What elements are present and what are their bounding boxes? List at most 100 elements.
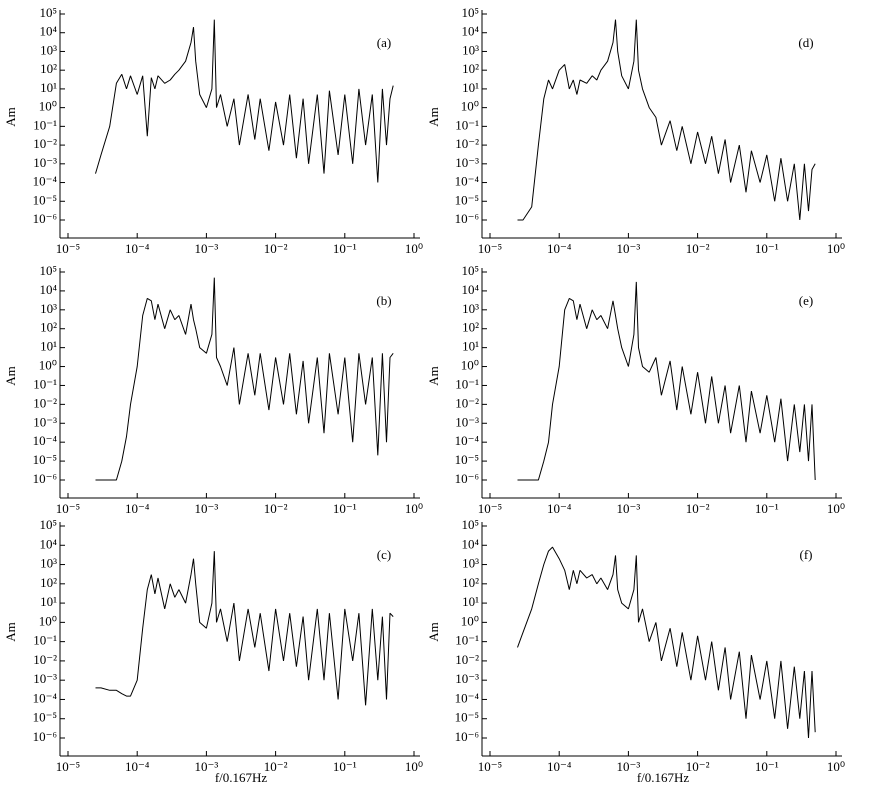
x-tick-label: 10⁻³ xyxy=(617,241,641,256)
y-tick-label: 10⁻² xyxy=(455,652,479,667)
y-tick-label: 10⁻² xyxy=(33,395,57,410)
x-tick-label: 10⁻¹ xyxy=(333,501,357,516)
y-tick-label: 10⁻¹ xyxy=(33,633,57,648)
y-tick-label: 10⁻¹ xyxy=(455,376,479,391)
x-tick-label: 10⁻³ xyxy=(617,501,641,516)
y-tick-label: 10⁻⁶ xyxy=(455,211,479,226)
x-tick-label: 10⁻² xyxy=(686,501,710,516)
y-axis-label: Am xyxy=(426,366,441,386)
x-tick-label: 10⁻⁴ xyxy=(125,759,150,774)
x-tick-label: 10⁻² xyxy=(264,501,288,516)
spectrum-line xyxy=(95,277,394,481)
y-tick-label: 10³ xyxy=(462,556,479,571)
spectrum-line xyxy=(95,19,394,183)
y-tick-label: 10⁻¹ xyxy=(33,117,57,132)
x-tick-label: 10⁻⁴ xyxy=(547,241,572,256)
y-tick-label: 10⁰ xyxy=(39,613,57,628)
panel-label: (f) xyxy=(800,547,813,562)
x-tick-label: 10⁻³ xyxy=(617,759,641,774)
y-axis-label: Am xyxy=(3,366,18,386)
y-tick-label: 10³ xyxy=(40,42,57,57)
y-tick-label: 10⁰ xyxy=(39,358,57,373)
y-tick-label: 10¹ xyxy=(462,80,479,95)
y-axis-label: Am xyxy=(3,107,18,127)
x-tick-label: 10⁻⁵ xyxy=(56,501,80,516)
x-tick-label: 10⁰ xyxy=(827,759,845,774)
x-tick-label: 10⁻¹ xyxy=(755,501,779,516)
y-tick-label: 10⁻³ xyxy=(33,671,57,686)
y-tick-label: 10² xyxy=(462,320,479,335)
x-tick-label: 10⁻² xyxy=(264,241,288,256)
x-tick-label: 10⁻¹ xyxy=(333,241,357,256)
y-tick-label: 10¹ xyxy=(462,339,479,354)
y-tick-label: 10⁻¹ xyxy=(33,376,57,391)
y-tick-label: 10⁵ xyxy=(39,517,57,532)
y-tick-label: 10⁻⁴ xyxy=(33,690,58,705)
y-tick-label: 10⁻⁴ xyxy=(33,433,58,448)
x-tick-label: 10⁰ xyxy=(405,501,423,516)
y-tick-label: 10⁰ xyxy=(461,613,479,628)
x-tick-label: 10⁻⁴ xyxy=(125,501,150,516)
y-tick-label: 10¹ xyxy=(40,80,57,95)
x-tick-label: 10⁻¹ xyxy=(755,241,779,256)
spectrum-line xyxy=(517,546,816,739)
y-tick-label: 10⁻⁴ xyxy=(33,174,58,189)
x-tick-label: 10⁻¹ xyxy=(333,759,357,774)
x-tick-label: 10⁻³ xyxy=(195,501,219,516)
spectrum-line xyxy=(517,281,816,481)
y-tick-label: 10³ xyxy=(40,301,57,316)
y-tick-label: 10⁻¹ xyxy=(455,633,479,648)
panel-label: (e) xyxy=(799,293,813,308)
y-tick-label: 10⁻⁵ xyxy=(33,192,57,207)
y-tick-label: 10⁻⁴ xyxy=(455,174,480,189)
y-tick-label: 10⁻³ xyxy=(455,671,479,686)
y-tick-label: 10⁴ xyxy=(461,536,479,551)
y-tick-label: 10⁻⁶ xyxy=(33,729,57,744)
x-tick-label: 10⁰ xyxy=(405,759,423,774)
x-axis-label: f/0.167Hz xyxy=(215,770,268,785)
x-tick-label: 10⁻⁴ xyxy=(547,501,572,516)
x-tick-label: 10⁰ xyxy=(827,241,845,256)
y-tick-label: 10⁻³ xyxy=(455,155,479,170)
y-tick-label: 10¹ xyxy=(40,594,57,609)
y-tick-label: 10⁻² xyxy=(455,136,479,151)
y-tick-label: 10⁵ xyxy=(461,5,479,20)
y-tick-label: 10⁴ xyxy=(461,282,479,297)
x-tick-label: 10⁻² xyxy=(264,759,288,774)
y-tick-label: 10⁵ xyxy=(39,5,57,20)
y-tick-label: 10² xyxy=(462,575,479,590)
y-tick-label: 10³ xyxy=(40,556,57,571)
y-tick-label: 10⁻³ xyxy=(33,155,57,170)
x-tick-label: 10⁻⁵ xyxy=(478,759,502,774)
y-tick-label: 10⁴ xyxy=(39,536,57,551)
y-tick-label: 10⁻⁵ xyxy=(455,192,479,207)
y-tick-label: 10⁴ xyxy=(39,24,57,39)
y-tick-label: 10⁻⁴ xyxy=(455,433,480,448)
x-tick-label: 10⁻² xyxy=(686,241,710,256)
x-tick-label: 10⁻¹ xyxy=(755,759,779,774)
y-tick-label: 10⁻⁶ xyxy=(33,471,57,486)
y-tick-label: 10¹ xyxy=(462,594,479,609)
y-tick-label: 10⁵ xyxy=(461,263,479,278)
y-tick-label: 10² xyxy=(40,575,57,590)
y-tick-label: 10² xyxy=(462,61,479,76)
y-tick-label: 10⁻⁵ xyxy=(455,452,479,467)
y-tick-label: 10⁰ xyxy=(461,99,479,114)
y-axis-label: Am xyxy=(426,107,441,127)
y-tick-label: 10⁴ xyxy=(39,282,57,297)
x-tick-label: 10⁻³ xyxy=(195,241,219,256)
panel-label: (b) xyxy=(376,293,391,308)
x-tick-label: 10⁻³ xyxy=(195,759,219,774)
y-tick-label: 10⁻⁵ xyxy=(455,710,479,725)
y-tick-label: 10³ xyxy=(462,42,479,57)
y-tick-label: 10⁻² xyxy=(33,136,57,151)
x-tick-label: 10⁻⁴ xyxy=(547,759,572,774)
x-tick-label: 10⁻⁵ xyxy=(56,241,80,256)
y-tick-label: 10⁵ xyxy=(39,263,57,278)
y-tick-label: 10¹ xyxy=(40,339,57,354)
y-tick-label: 10⁻⁶ xyxy=(33,211,57,226)
x-tick-label: 10⁻⁵ xyxy=(478,241,502,256)
y-tick-label: 10⁻³ xyxy=(455,414,479,429)
y-tick-label: 10⁵ xyxy=(461,517,479,532)
y-tick-label: 10⁰ xyxy=(461,358,479,373)
